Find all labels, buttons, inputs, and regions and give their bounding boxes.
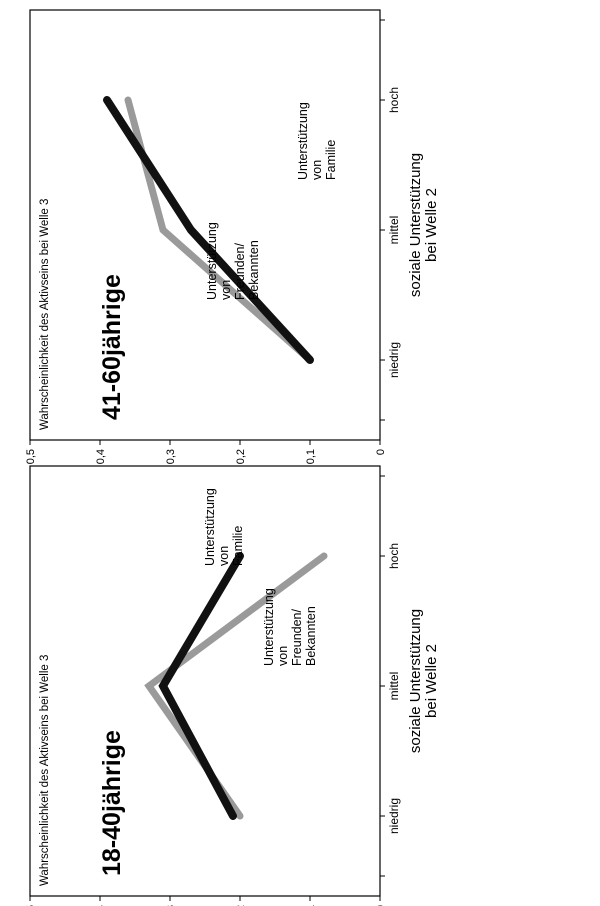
x-tick-label: mittel xyxy=(387,216,401,245)
x-axis-title: soziale Unterstützung xyxy=(407,609,424,753)
data-point xyxy=(127,99,129,101)
series-label: Familie xyxy=(324,140,338,180)
data-point xyxy=(148,685,150,687)
series-label: Unterstützung xyxy=(262,588,276,666)
series-label: Bekannten xyxy=(304,606,318,666)
x-axis-title: soziale Unterstützung xyxy=(407,153,424,297)
x-axis-title: bei Welle 2 xyxy=(423,188,440,262)
x-tick-label: niedrig xyxy=(387,798,401,834)
panel-title: 41-60jährige xyxy=(98,274,126,420)
data-point xyxy=(162,229,164,231)
series-label: von xyxy=(310,160,324,180)
plot-frame xyxy=(29,465,381,897)
series-line-familie xyxy=(158,552,244,820)
y-tick-label: 0,5 xyxy=(25,449,37,464)
y-tick-label: 0,4 xyxy=(95,449,107,464)
y-axis-title: Wahrscheinlichkeit des Aktivseins bei We… xyxy=(39,199,51,430)
data-point xyxy=(309,359,311,361)
series-label: Freunden/ xyxy=(233,242,247,300)
series-label: Bekannten xyxy=(247,240,261,300)
series-label: von xyxy=(219,280,233,300)
chart-panel-upper: 0 0,1 0,2 0,3 0,4 0,5 niedrig mittel hoch Wahrsch… xyxy=(25,9,440,464)
series-label: von xyxy=(217,546,231,566)
y-tick-label: 0,1 xyxy=(305,449,317,464)
x-tick-label: hoch xyxy=(387,543,401,569)
panel-title: 18-40jährige xyxy=(98,730,126,876)
data-point xyxy=(239,555,241,557)
data-point xyxy=(239,815,241,817)
series-line-freunden xyxy=(124,96,314,364)
data-point xyxy=(232,815,234,817)
series-label: Freunden/ xyxy=(290,608,304,666)
data-point xyxy=(106,99,108,101)
x-tick-label: hoch xyxy=(387,87,401,113)
plot-frame xyxy=(29,9,381,441)
series-label: Unterstützung xyxy=(205,222,219,300)
series-label: Familie xyxy=(231,526,245,566)
y-tick-label: 0,3 xyxy=(165,449,177,464)
series-label: Unterstützung xyxy=(296,102,310,180)
data-point xyxy=(162,685,164,687)
chart-panel-lower: 00,10,20,30,40,5niedrigmittelhochWahrsch… xyxy=(25,465,440,906)
series-line-freunden xyxy=(144,552,328,820)
y-tick-label: 0,2 xyxy=(235,449,247,464)
x-axis-title: bei Welle 2 xyxy=(423,644,440,718)
x-tick-label: mittel xyxy=(387,672,401,701)
x-tick-label: niedrig xyxy=(387,342,401,378)
series-label: von xyxy=(276,646,290,666)
series-label: Unterstützung xyxy=(203,488,217,566)
data-point xyxy=(323,555,325,557)
y-tick-label: 0 xyxy=(375,449,387,455)
data-point xyxy=(190,229,192,231)
y-axis-title: Wahrscheinlichkeit des Aktivseins bei We… xyxy=(39,655,51,886)
